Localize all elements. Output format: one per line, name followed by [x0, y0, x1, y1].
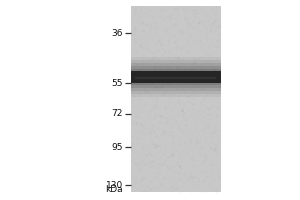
Bar	[130, 71, 220, 83]
Text: 55: 55	[112, 78, 123, 88]
Bar	[130, 66, 220, 88]
Bar	[130, 57, 220, 97]
Text: 95: 95	[112, 142, 123, 152]
Bar	[135, 77, 216, 79]
Bar	[130, 63, 220, 91]
Text: 130: 130	[106, 180, 123, 190]
Bar	[130, 69, 220, 85]
Bar	[130, 6, 220, 192]
Text: 36: 36	[112, 28, 123, 38]
Bar	[130, 60, 220, 94]
Text: kDa: kDa	[105, 184, 123, 194]
Bar	[130, 71, 220, 83]
Text: 72: 72	[112, 110, 123, 118]
